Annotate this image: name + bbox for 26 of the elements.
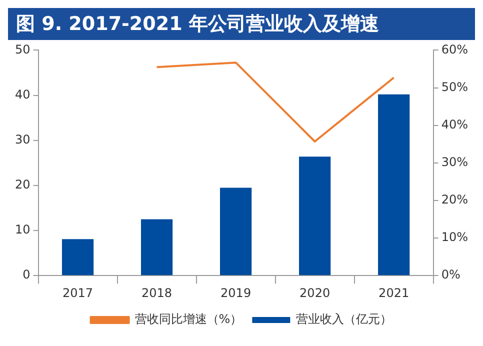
y2-tick-label: 20% <box>441 192 468 207</box>
bar <box>299 156 331 276</box>
y-tick-label: 20 <box>14 178 30 192</box>
chart-title: 图 9. 2017-2021 年公司营业收入及增速 <box>8 8 475 40</box>
bar <box>378 94 410 276</box>
y2-tick-label: 60% <box>441 42 468 56</box>
legend-label: 营收同比增速（%） <box>134 312 242 326</box>
x-tick-label: 2018 <box>142 286 172 300</box>
y2-tick-label: 40% <box>441 117 468 132</box>
x-tick-label: 2019 <box>220 286 252 300</box>
bar <box>62 239 94 276</box>
x-tick-label: 2017 <box>62 286 94 300</box>
x-tick-label: 2021 <box>378 286 410 300</box>
y-tick-label: 0 <box>22 268 30 282</box>
y2-tick-label: 50% <box>441 80 468 94</box>
y2-tick-label: 10% <box>441 230 468 244</box>
y-tick-label: 50 <box>14 42 30 56</box>
y2-tick-label: 30% <box>441 155 468 170</box>
y-tick-label: 30 <box>14 132 30 146</box>
y-tick-label: 10 <box>14 222 30 237</box>
y2-tick-label: 0% <box>441 268 460 282</box>
legend-label: 营业收入（亿元） <box>296 312 392 326</box>
bar <box>140 219 173 276</box>
y-tick-label: 40 <box>14 87 30 102</box>
bar <box>220 188 252 276</box>
x-tick-label: 2020 <box>300 286 330 300</box>
